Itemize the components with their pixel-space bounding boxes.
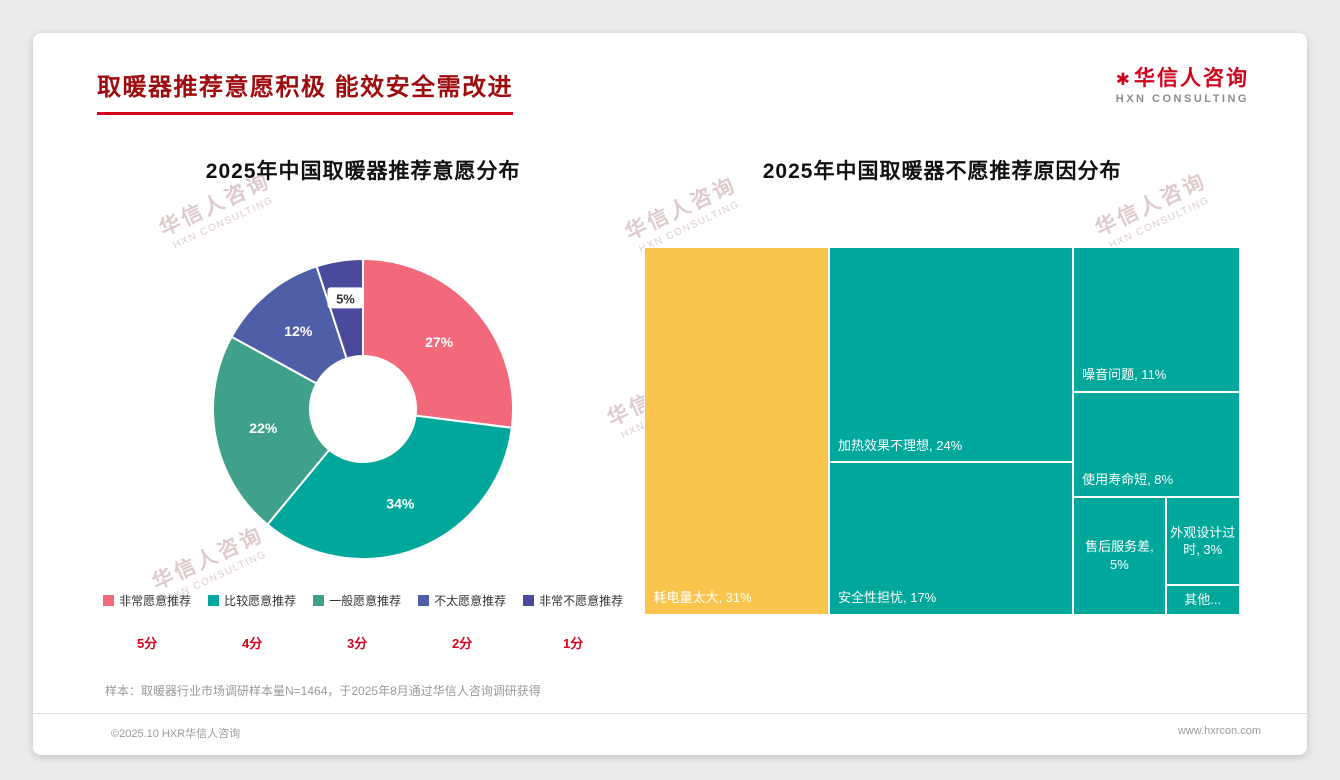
legend-swatch bbox=[103, 595, 115, 606]
legend-swatch bbox=[313, 595, 325, 606]
treemap-cell-label: 耗电量太大, 31% bbox=[653, 590, 752, 606]
donut-chart-title: 2025年中国取暖器推荐意愿分布 bbox=[205, 160, 521, 183]
logo-name-text: 华信人咨询 bbox=[1134, 67, 1249, 90]
company-logo-subtitle: HXN CONSULTING bbox=[1115, 93, 1249, 106]
sample-note: 样本：取暖器行业市场调研样本量N=1464，于2025年8月通过华信人咨询调研获… bbox=[105, 684, 541, 698]
donut-legend: 非常愿意推荐 5分 比较愿意推荐 4分 一般愿意推荐 3分 不太愿意推荐 2分 非常不愿意推荐 1… bbox=[103, 592, 623, 652]
donut-chart-section: 2025年中国取暖器推荐意愿分布 27% 34% 22% 12% 5% 非常愿意推荐 5分… bbox=[91, 155, 635, 699]
legend-score-label: 3分 bbox=[347, 636, 368, 651]
legend-label: 不太愿意推荐 bbox=[434, 594, 507, 608]
legend-label: 比较愿意推荐 bbox=[224, 594, 297, 608]
legend-swatch bbox=[208, 595, 220, 606]
legend-score-label: 5分 bbox=[136, 636, 158, 651]
treemap-cell-3: 安全性担忧, 17% bbox=[829, 462, 1074, 615]
treemap-cell-label: 加热效果不理想, 24% bbox=[838, 437, 963, 453]
legend-label: 一般愿意推荐 bbox=[329, 594, 402, 608]
treemap-cell-4: 噪音问题, 11% bbox=[1073, 247, 1240, 392]
donut-slice-5 bbox=[315, 257, 365, 360]
report-content: 取暖器推荐意愿积极 能效安全需改进 ✱华信人咨询 HXN CONSULTING … bbox=[33, 33, 1307, 755]
treemap-cell-label: 使用寿命短, 8% bbox=[1082, 472, 1174, 488]
treemap-cell-1: 耗电量太大, 31% bbox=[644, 247, 829, 615]
donut-slice-3 bbox=[212, 335, 331, 526]
company-logo-name: ✱华信人咨询 bbox=[1116, 67, 1249, 90]
treemap-cell-7: 外观设计过时, 3% bbox=[1165, 496, 1240, 586]
donut-chart: 27% 34% 22% 12% 5% bbox=[212, 257, 515, 560]
treemap-cell-label: 其他... bbox=[1184, 592, 1222, 608]
treemap-chart-title: 2025年中国取暖器不愿推荐原因分布 bbox=[762, 160, 1122, 183]
report-card: 华信人咨询 HXN CONSULTING 华信人咨询 HXN CONSULTING 华信… bbox=[33, 33, 1307, 755]
page-title: 取暖器推荐意愿积极 能效安全需改进 bbox=[97, 67, 514, 115]
treemap-chart-section: 2025年中国取暖器不愿推荐原因分布 耗电量太大, 31% 加热效果不理想, 24… bbox=[635, 155, 1249, 699]
donut-slice-value-label: 12% bbox=[284, 323, 313, 339]
footer-copyright: ©2025.10 HXR华信人咨询 bbox=[111, 728, 241, 740]
donut-slice-value-label: 22% bbox=[249, 420, 278, 436]
legend-swatch bbox=[418, 595, 430, 606]
legend-label: 非常愿意推荐 bbox=[119, 594, 192, 608]
charts-row: 2025年中国取暖器推荐意愿分布 27% 34% 22% 12% 5% 非常愿意推荐 5分… bbox=[33, 155, 1307, 699]
treemap-cell-2: 加热效果不理想, 24% bbox=[829, 247, 1074, 463]
legend-item: 非常不愿意推荐 1分 bbox=[523, 592, 623, 652]
donut-slice-value-label: 34% bbox=[386, 495, 415, 511]
donut-slice-1 bbox=[362, 257, 515, 429]
treemap-cell-6: 售后服务差, 5% bbox=[1073, 496, 1166, 615]
donut-callout-box bbox=[327, 287, 364, 309]
report-header: 取暖器推荐意愿积极 能效安全需改进 ✱华信人咨询 HXN CONSULTING bbox=[33, 33, 1307, 115]
donut-slice-value-label: 5% bbox=[336, 291, 355, 306]
legend-item: 比较愿意推荐 4分 bbox=[208, 592, 296, 652]
treemap-chart: 耗电量太大, 31% 加热效果不理想, 24% 安全性担忧, 17% 噪音问题, 11… bbox=[644, 247, 1240, 615]
legend-score-label: 2分 bbox=[452, 636, 473, 651]
treemap-cell-label: 噪音问题, 11% bbox=[1082, 367, 1167, 383]
legend-item: 非常愿意推荐 5分 bbox=[103, 592, 191, 652]
treemap-cell-5: 使用寿命短, 8% bbox=[1073, 391, 1240, 497]
legend-item: 不太愿意推荐 2分 bbox=[418, 592, 506, 652]
legend-label: 非常不愿意推荐 bbox=[539, 594, 624, 608]
legend-score-label: 1分 bbox=[563, 636, 584, 651]
legend-score-label: 4分 bbox=[241, 636, 263, 651]
logo-mark-icon: ✱ bbox=[1115, 70, 1132, 89]
donut-slice-value-label: 27% bbox=[425, 334, 454, 350]
company-logo: ✱华信人咨询 HXN CONSULTING bbox=[1116, 67, 1249, 105]
donut-slice-4 bbox=[230, 265, 349, 385]
footer-website: www.hxrcon.com bbox=[1177, 725, 1261, 737]
treemap-cell-8: 其他... bbox=[1165, 585, 1240, 615]
report-footer: ©2025.10 HXR华信人咨询 www.hxrcon.com bbox=[33, 713, 1307, 755]
treemap-cell-label: 售后服务差, 5% bbox=[1085, 539, 1154, 572]
treemap-cell-label: 外观设计过时, 3% bbox=[1170, 524, 1236, 558]
legend-swatch bbox=[523, 595, 535, 606]
legend-item: 一般愿意推荐 3分 bbox=[313, 592, 401, 652]
treemap-cell-label: 安全性担忧, 17% bbox=[838, 590, 937, 606]
